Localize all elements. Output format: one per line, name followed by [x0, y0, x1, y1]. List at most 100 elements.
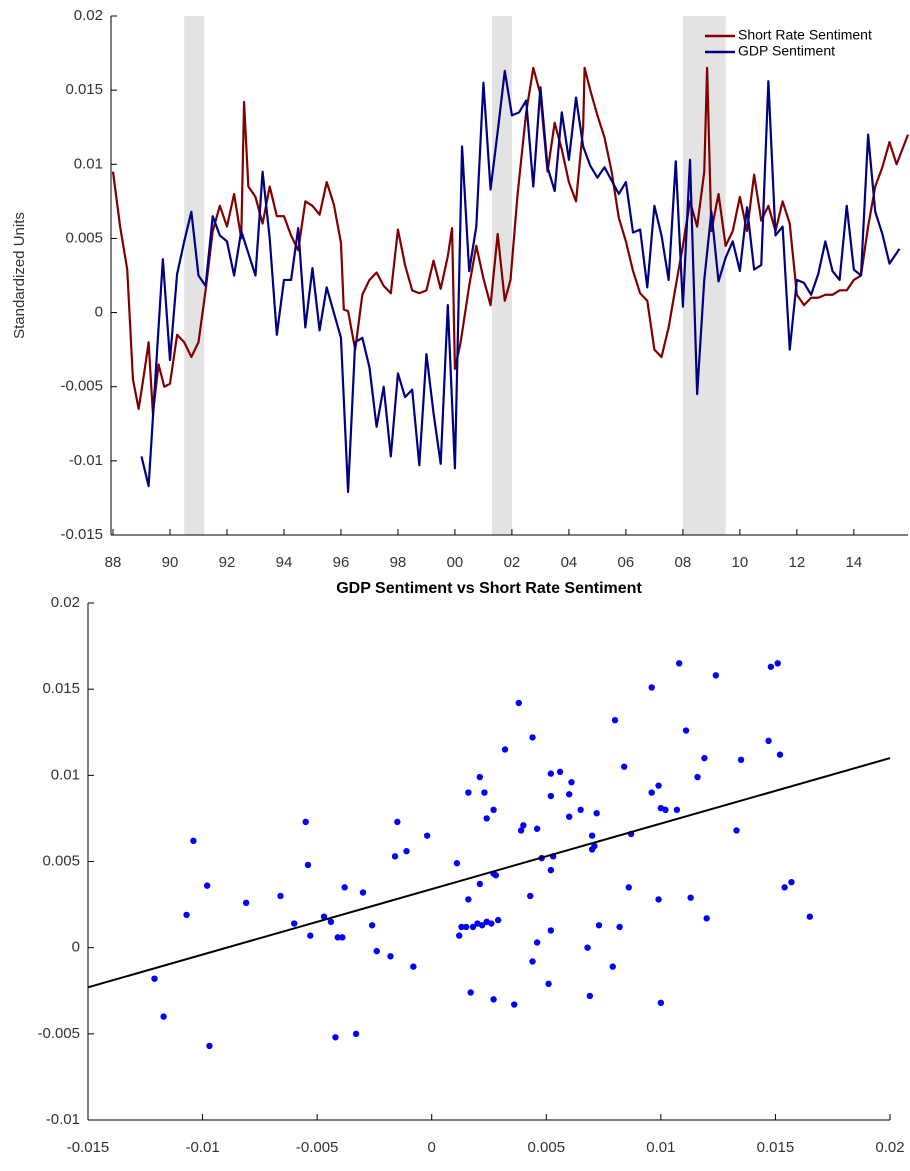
scatter-point: [151, 975, 158, 982]
scatter-point: [352, 1030, 360, 1038]
scatter-point: [662, 806, 669, 813]
scatter-point: [391, 853, 399, 860]
scatter-point: [694, 773, 701, 781]
x-tick-label: -0.01: [185, 1139, 219, 1156]
scatter-point: [458, 923, 465, 931]
scatter-point: [776, 751, 784, 758]
scatter-point: [687, 894, 694, 901]
scatter-point: [547, 866, 555, 874]
scatter-point: [453, 860, 461, 867]
scatter-point: [701, 754, 708, 762]
x-tick-label: 10: [732, 554, 749, 571]
x-tick-label: 0: [428, 1139, 436, 1156]
scatter-point: [517, 827, 525, 834]
y-tick-label: 0: [95, 304, 103, 321]
scatter-point: [368, 922, 376, 929]
scatter-point: [781, 884, 788, 891]
scatter-point: [529, 958, 536, 965]
x-tick-label: -0.005: [296, 1139, 339, 1156]
scatter-point: [334, 934, 341, 941]
y-tick-label: 0.005: [42, 852, 80, 869]
scatter-point: [307, 932, 314, 939]
scatter-point: [511, 1001, 518, 1008]
x-tick-label: 00: [447, 554, 464, 571]
scatter-point: [588, 832, 596, 839]
x-tick-label: 02: [504, 554, 521, 571]
chart-panel: -0.01 -0.005 0 0.005 0.01 0.015 0.02 -0.015 -0.0…: [37, 580, 904, 1156]
x-tick-label: 14: [846, 554, 863, 571]
scatter-point: [788, 878, 795, 886]
scatter-point: [655, 896, 662, 903]
scatter-point: [733, 827, 740, 834]
scatter-point: [625, 884, 632, 891]
scatter-point: [556, 768, 564, 776]
scatter-point: [488, 920, 495, 927]
x-tick-label: 0.015: [757, 1139, 795, 1156]
y-tick-label: 0.015: [42, 680, 80, 697]
scatter-point: [291, 920, 298, 927]
chart-panel: -0.015 -0.01 -0.005 0 0.005 0.01 0.015 0.02 88 90…: [11, 7, 910, 571]
y-tick-label: -0.015: [60, 526, 103, 543]
scatter-point: [712, 672, 720, 679]
y-tick-label: 0.01: [74, 155, 103, 172]
scatter-point: [359, 889, 367, 896]
scatter-point: [655, 782, 662, 789]
y-tick-label: 0.005: [65, 229, 103, 246]
fit-line: [87, 757, 891, 989]
scatter-point: [577, 806, 584, 813]
scatter-point: [160, 1013, 167, 1020]
scatter-point: [410, 963, 417, 970]
scatter-point: [476, 773, 484, 781]
scatter-point: [387, 953, 394, 960]
y-tick-label: 0: [72, 939, 80, 956]
scatter-point: [767, 663, 775, 670]
scatter-point: [302, 818, 309, 826]
scatter-point: [203, 882, 211, 889]
scatter-point: [520, 822, 527, 829]
series-line: [140, 69, 901, 494]
scatter-point: [806, 913, 813, 920]
scatter-point: [465, 896, 472, 903]
scatter-point: [586, 992, 594, 1000]
x-tick-label: 92: [219, 554, 236, 571]
scatter-point: [481, 789, 488, 796]
chart-title: GDP Sentiment vs Short Rate Sentiment: [336, 580, 642, 597]
scatter-point: [494, 916, 502, 924]
y-tick-label: 0.02: [51, 594, 80, 611]
x-tick-label: 06: [618, 554, 635, 571]
scatter-point: [737, 756, 745, 764]
scatter-point: [774, 660, 781, 667]
scatter-point: [465, 789, 472, 796]
scatter-point: [673, 806, 681, 813]
scatter-point: [566, 813, 573, 820]
scatter-point: [703, 915, 710, 922]
scatter-point: [190, 837, 197, 845]
y-axis-label: Standardized Units: [11, 212, 28, 339]
legend-label: GDP Sentiment: [738, 43, 835, 59]
x-tick-label: 90: [162, 554, 179, 571]
y-tick-label: -0.005: [37, 1025, 80, 1042]
scatter-point: [533, 939, 541, 946]
scatter-point: [332, 1034, 339, 1041]
scatter-point: [620, 763, 628, 770]
scatter-point: [533, 825, 541, 832]
scatter-point: [648, 684, 655, 691]
x-tick-label: 0.01: [646, 1139, 675, 1156]
scatter-point: [483, 815, 490, 822]
scatter-point: [394, 818, 401, 826]
x-tick-label: 98: [390, 554, 407, 571]
scatter-point: [490, 996, 497, 1003]
scatter-point: [568, 779, 575, 786]
scatter-point: [515, 699, 522, 707]
scatter-point: [591, 842, 598, 850]
x-tick-label: 0.005: [528, 1139, 566, 1156]
x-tick-label: 08: [675, 554, 692, 571]
y-tick-label: -0.01: [69, 452, 103, 469]
scatter-point: [593, 810, 600, 817]
scatter-point: [467, 989, 474, 996]
scatter-point: [529, 734, 536, 741]
scatter-point: [492, 872, 500, 879]
scatter-point: [277, 892, 284, 900]
scatter-point: [595, 922, 603, 929]
